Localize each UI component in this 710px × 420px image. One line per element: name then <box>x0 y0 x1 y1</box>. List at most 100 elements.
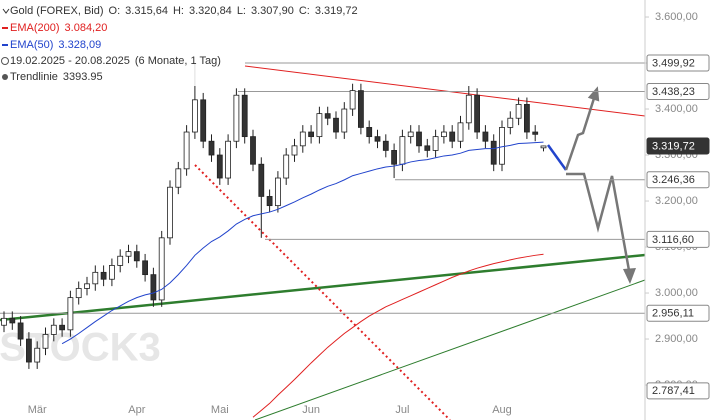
candle-body <box>266 196 273 207</box>
level-label: 3.438,23 <box>652 86 695 98</box>
legend-text: EMA(50) <box>10 39 53 51</box>
level-label: 3.116,60 <box>652 234 694 246</box>
candle-body <box>333 117 339 133</box>
candle-body <box>225 140 232 179</box>
candle-body <box>17 322 24 340</box>
candle-body <box>366 127 373 138</box>
arrow-head <box>623 268 636 284</box>
x-tick-label: Mai <box>211 404 229 416</box>
x-tick-label: Mär <box>28 404 47 416</box>
level-box <box>646 82 710 100</box>
candle-body <box>142 260 149 276</box>
candle-body <box>233 94 240 142</box>
legend-text: 3.328,09 <box>58 39 101 51</box>
lower-trendline <box>254 279 646 420</box>
candle-body <box>274 177 281 207</box>
candle-body <box>208 140 215 156</box>
legend-text: 19.02.2025 - 20.08.2025 <box>10 55 130 67</box>
candle-body <box>391 150 398 165</box>
level-box <box>646 304 710 322</box>
legend-bg <box>0 2 240 86</box>
down-scenario-arrow <box>566 172 632 277</box>
ema-line <box>61 141 544 345</box>
x-tick-label: Jul <box>395 404 409 416</box>
candle-body <box>92 271 99 285</box>
candle-body <box>349 90 356 110</box>
candle-body <box>457 122 464 142</box>
candle-body <box>117 255 124 266</box>
candle-body <box>109 265 115 280</box>
candle-body <box>308 131 315 138</box>
y-tick-label: 3.600,00 <box>655 11 698 23</box>
candle-body <box>432 136 439 151</box>
legend-text: L: <box>237 5 246 17</box>
legend-text: H: <box>173 5 184 17</box>
legend-text: Trendlinie <box>10 71 58 83</box>
x-tick-label: Aug <box>492 404 512 416</box>
y-tick-label: 3.000,00 <box>655 287 698 299</box>
candle-body <box>499 127 505 165</box>
candle-body <box>482 131 489 142</box>
up-scenario-arrow <box>564 91 598 171</box>
legend-text: 3.320,84 <box>189 5 232 17</box>
candle-body <box>67 297 74 331</box>
candle-body <box>9 317 16 324</box>
candle-body <box>465 94 472 124</box>
level-label: 2.787,41 <box>652 385 695 397</box>
candle-body <box>515 104 522 119</box>
candle-body <box>490 140 497 165</box>
candle-body <box>84 283 90 289</box>
legend-icon <box>2 8 10 14</box>
candle-body <box>200 99 207 142</box>
candle-body <box>474 94 481 133</box>
candle-body <box>357 90 364 128</box>
drawings <box>0 62 646 420</box>
level-label: 3.499,92 <box>652 57 695 69</box>
legend-icon <box>2 74 8 80</box>
level-box <box>646 382 710 400</box>
legend-text: 3.307,90 <box>251 5 294 17</box>
legend-text: 3.315,64 <box>125 5 168 17</box>
candle-body <box>100 271 107 280</box>
legend-text: C: <box>299 5 310 17</box>
legend-text: O: <box>109 5 121 17</box>
candle-body <box>1 317 7 326</box>
candle-body <box>382 140 389 151</box>
candle-body <box>75 288 82 299</box>
candle-body <box>507 117 514 128</box>
candle-body <box>250 136 256 165</box>
level-box <box>646 171 710 189</box>
ema-line <box>252 253 544 418</box>
candle-body <box>175 168 182 188</box>
y-tick-label: 3.200,00 <box>655 195 698 207</box>
support-trendline <box>0 253 646 322</box>
legend-text: 3393.95 <box>63 71 103 83</box>
candle-body <box>42 334 49 349</box>
candle-body <box>532 131 539 135</box>
candle-body <box>241 94 248 138</box>
candle-body <box>291 145 298 156</box>
candle-body <box>133 251 140 262</box>
candle-body <box>125 251 132 257</box>
candle-body <box>407 131 414 138</box>
candle-body <box>540 145 547 149</box>
legend-text: (6 Monate, 1 Tag) <box>135 55 221 67</box>
projection-line <box>546 144 568 171</box>
candle-body <box>416 131 422 147</box>
candle-body <box>150 274 157 301</box>
legend-text: 3.319,72 <box>315 5 358 17</box>
candle-body <box>316 113 323 138</box>
candle-body <box>324 113 331 119</box>
candle-body <box>34 347 41 363</box>
level-label: 3.246,36 <box>652 174 695 186</box>
candle-body <box>25 338 32 363</box>
level-box <box>646 137 710 155</box>
y-tick-label: 2.900,00 <box>655 333 698 345</box>
level-box <box>646 230 710 248</box>
x-tick-label: Jun <box>302 404 320 416</box>
y-tick-label: 3.400,00 <box>655 103 698 115</box>
legend-text: EMA(200) <box>10 22 60 34</box>
x-tick-label: Apr <box>128 404 145 416</box>
candle-body <box>399 136 406 165</box>
